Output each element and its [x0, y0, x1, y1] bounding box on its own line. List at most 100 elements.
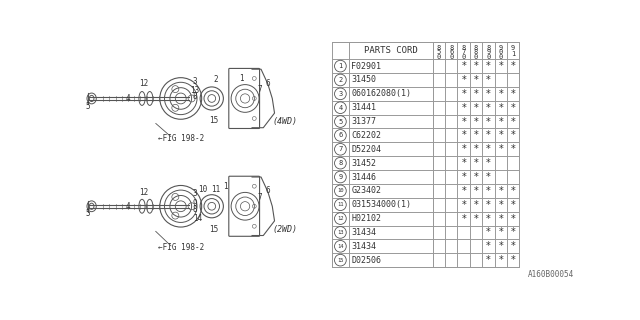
- Text: 8: 8: [474, 44, 478, 51]
- Text: *: *: [511, 144, 516, 154]
- Text: 9: 9: [499, 44, 503, 51]
- Text: *: *: [486, 186, 491, 196]
- Text: A160B00054: A160B00054: [527, 270, 573, 279]
- Text: ←FIG 198-2: ←FIG 198-2: [157, 243, 204, 252]
- Text: *: *: [474, 116, 479, 126]
- Text: *: *: [486, 61, 491, 71]
- Text: 13: 13: [337, 230, 344, 235]
- Polygon shape: [252, 69, 275, 128]
- Text: 31377: 31377: [351, 117, 376, 126]
- Text: 8: 8: [486, 44, 490, 51]
- Text: F02901: F02901: [351, 62, 381, 71]
- Text: 9: 9: [486, 49, 490, 55]
- Text: 0: 0: [486, 54, 490, 60]
- Text: *: *: [511, 186, 516, 196]
- Text: *: *: [486, 200, 491, 210]
- Text: *: *: [474, 144, 479, 154]
- Text: *: *: [461, 116, 466, 126]
- Text: D52204: D52204: [351, 145, 381, 154]
- Text: *: *: [474, 89, 479, 99]
- Text: 5: 5: [436, 49, 441, 55]
- Bar: [332, 42, 520, 267]
- Text: 7: 7: [339, 146, 342, 152]
- Text: *: *: [486, 116, 491, 126]
- Text: *: *: [461, 144, 466, 154]
- Text: 15: 15: [209, 225, 218, 234]
- Text: *: *: [461, 61, 466, 71]
- Text: 9: 9: [511, 44, 515, 51]
- Text: *: *: [499, 61, 503, 71]
- Text: 1: 1: [339, 63, 342, 69]
- Text: 3: 3: [193, 189, 197, 198]
- Text: *: *: [461, 131, 466, 140]
- Text: 7: 7: [257, 193, 262, 202]
- Text: H02102: H02102: [351, 214, 381, 223]
- Polygon shape: [252, 177, 275, 236]
- Text: 14: 14: [337, 244, 344, 249]
- Text: 8: 8: [193, 92, 197, 101]
- Text: 8: 8: [449, 44, 453, 51]
- Text: 4: 4: [125, 94, 131, 103]
- Text: G23402: G23402: [351, 186, 381, 195]
- Text: 0: 0: [474, 54, 478, 60]
- Text: 8: 8: [436, 44, 441, 51]
- Text: 8: 8: [339, 160, 342, 166]
- Text: *: *: [486, 241, 491, 251]
- Text: 31434: 31434: [351, 242, 376, 251]
- Text: 31450: 31450: [351, 76, 376, 84]
- Text: 5: 5: [339, 118, 342, 124]
- Text: C62202: C62202: [351, 131, 381, 140]
- Text: 7: 7: [257, 85, 262, 94]
- Text: *: *: [461, 89, 466, 99]
- Text: *: *: [486, 255, 491, 265]
- Text: 031534000(1): 031534000(1): [351, 200, 412, 209]
- Text: 5: 5: [85, 102, 90, 111]
- Text: 9: 9: [193, 199, 197, 208]
- Text: *: *: [474, 61, 479, 71]
- Text: *: *: [499, 228, 503, 237]
- Text: *: *: [511, 200, 516, 210]
- Text: 6: 6: [339, 132, 342, 139]
- FancyBboxPatch shape: [229, 176, 260, 236]
- Text: 12: 12: [139, 188, 148, 197]
- Text: *: *: [499, 103, 503, 113]
- Text: *: *: [511, 241, 516, 251]
- Text: *: *: [486, 228, 491, 237]
- Text: 1: 1: [239, 74, 243, 83]
- Text: *: *: [486, 172, 491, 182]
- Text: *: *: [474, 158, 479, 168]
- Text: 15: 15: [337, 258, 344, 263]
- Text: 31452: 31452: [351, 159, 376, 168]
- Text: *: *: [461, 186, 466, 196]
- Text: 6: 6: [265, 78, 270, 88]
- Text: 0: 0: [499, 54, 503, 60]
- Text: 8: 8: [193, 205, 197, 214]
- Text: 3: 3: [339, 91, 342, 97]
- Text: 6: 6: [449, 49, 453, 55]
- Text: *: *: [486, 144, 491, 154]
- FancyBboxPatch shape: [229, 68, 260, 129]
- Text: 5: 5: [85, 210, 90, 219]
- Text: *: *: [499, 255, 503, 265]
- Text: 3: 3: [193, 77, 197, 86]
- Text: *: *: [474, 200, 479, 210]
- Text: ←FIG 198-2: ←FIG 198-2: [157, 134, 204, 143]
- Text: 1: 1: [223, 182, 228, 191]
- Text: *: *: [461, 200, 466, 210]
- Text: *: *: [486, 89, 491, 99]
- Text: 13: 13: [190, 86, 199, 95]
- Text: 060162080(1): 060162080(1): [351, 89, 412, 98]
- Text: *: *: [474, 186, 479, 196]
- Text: 8: 8: [461, 44, 466, 51]
- Text: 12: 12: [337, 216, 344, 221]
- Text: 0: 0: [499, 49, 503, 55]
- Text: *: *: [499, 186, 503, 196]
- Text: 0: 0: [436, 54, 441, 60]
- Text: *: *: [486, 131, 491, 140]
- Text: *: *: [461, 103, 466, 113]
- Text: 6: 6: [265, 186, 270, 195]
- Text: 4: 4: [125, 202, 131, 211]
- Text: *: *: [461, 213, 466, 224]
- Text: *: *: [499, 213, 503, 224]
- Text: PARTS CORD: PARTS CORD: [364, 46, 418, 55]
